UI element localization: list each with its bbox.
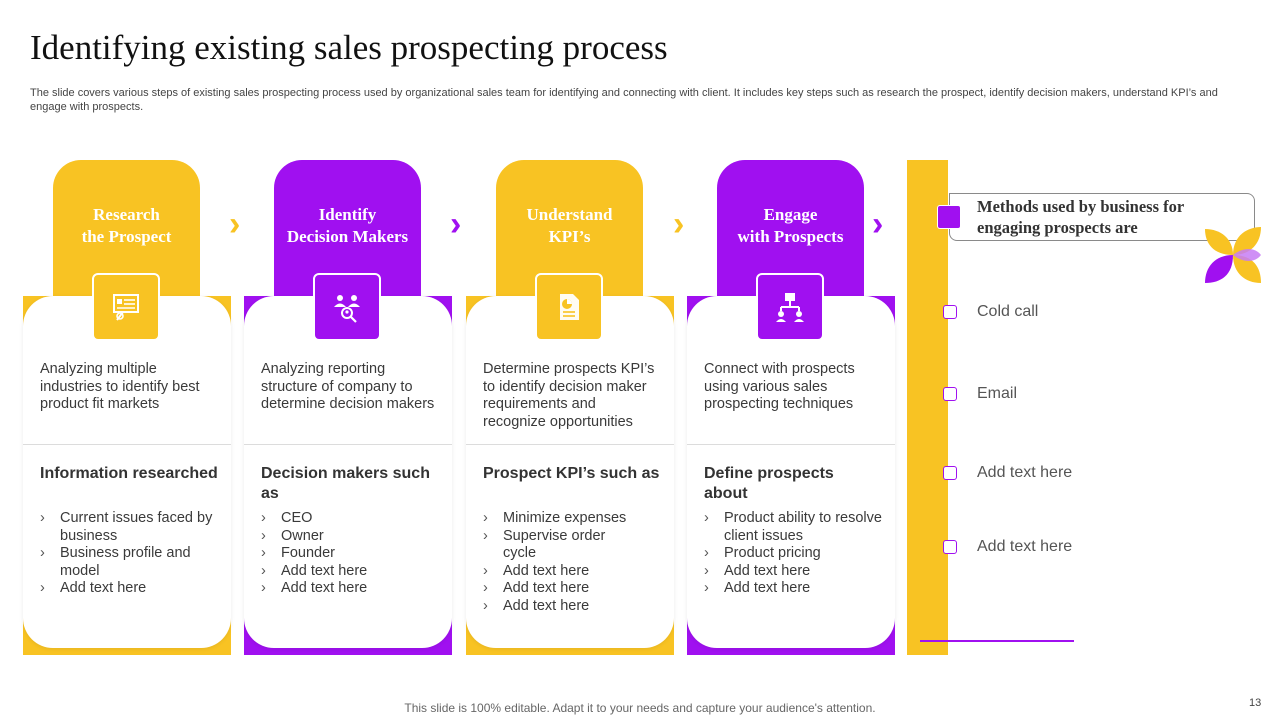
accent-line <box>920 640 1074 642</box>
list-item: Product pricing <box>704 545 889 563</box>
list-item: Current issues faced by business <box>40 510 225 545</box>
heading-line-2: Decision Makers <box>286 227 409 246</box>
list-item: Add text here <box>704 580 889 598</box>
step-heading: Engage with Prospects <box>717 204 864 248</box>
step-card-research: Research the Prospect Analyzing multiple… <box>23 160 231 655</box>
list-item: Add text here <box>261 580 446 598</box>
step-heading: Research the Prospect <box>53 204 200 248</box>
method-label: Cold call <box>977 303 1039 320</box>
list-item: CEO <box>261 510 446 528</box>
list-item: Supervise order cycle <box>483 528 623 563</box>
heading-line-2: KPI’s <box>548 227 591 246</box>
step-description: Determine prospects KPI’s to identify de… <box>483 361 655 430</box>
list-item: Add text here <box>704 563 889 581</box>
step-description: Analyzing reporting structure of company… <box>261 361 435 412</box>
divider <box>23 444 231 445</box>
step-description: Connect with prospects using various sal… <box>704 361 855 412</box>
step-list-title: Decision makers such as <box>261 465 430 502</box>
list-item: Add text here <box>483 563 668 581</box>
list-item: Founder <box>261 545 446 563</box>
chevron-right-icon: › <box>450 205 462 243</box>
method-label: Email <box>977 385 1018 402</box>
methods-title-box <box>949 193 1255 241</box>
slide-subtitle: The slide covers various steps of existi… <box>30 87 1218 113</box>
step-card-kpis: Understand KPI’s Determine prospects KPI… <box>466 160 674 655</box>
step-list-title: Prospect KPI’s such as <box>483 465 660 482</box>
heading-line-1: Identify <box>318 205 377 224</box>
step-heading: Identify Decision Makers <box>274 204 421 248</box>
slide-title: Identifying existing sales prospecting p… <box>30 28 668 67</box>
step-list: Product ability to resolve client issues… <box>704 510 889 598</box>
methods-title: Methods used by business for engaging pr… <box>977 197 1184 237</box>
list-item: Add text here <box>261 563 446 581</box>
step-heading: Understand KPI’s <box>496 204 643 248</box>
step-description: Analyzing multiple industries to identif… <box>40 361 200 412</box>
method-checkbox[interactable] <box>943 540 957 554</box>
method-checkbox[interactable] <box>943 387 957 401</box>
method-label: Add text here <box>977 538 1073 555</box>
heading-line-2: with Prospects <box>737 227 844 246</box>
step-list-title: Information researched <box>40 465 218 482</box>
heading-line-1: Understand <box>526 205 613 224</box>
research-presentation-icon <box>92 273 160 341</box>
heading-line-2: the Prospect <box>81 227 172 246</box>
list-item: Add text here <box>483 580 668 598</box>
method-checkbox[interactable] <box>943 466 957 480</box>
chevron-right-icon: › <box>229 205 241 243</box>
step-list-title: Define prospects about <box>704 465 834 502</box>
step-card-engage: Engage with Prospects Connect with prosp… <box>687 160 895 655</box>
page-number: 13 <box>1249 697 1262 709</box>
method-checkbox[interactable] <box>943 305 957 319</box>
step-list: Minimize expenses Supervise order cycle … <box>483 510 668 615</box>
org-network-icon <box>756 273 824 341</box>
step-list: CEO Owner Founder Add text here Add text… <box>261 510 446 598</box>
list-item: Business profile and model <box>40 545 225 580</box>
petal-decoration <box>1203 225 1261 285</box>
report-document-icon <box>535 273 603 341</box>
list-item: Owner <box>261 528 446 546</box>
methods-marker <box>937 205 961 229</box>
chevron-right-icon: › <box>673 205 685 243</box>
list-item: Product ability to resolve client issues <box>704 510 889 545</box>
heading-line-1: Research <box>93 205 160 224</box>
slide-footer: This slide is 100% editable. Adapt it to… <box>404 701 876 715</box>
list-item: Add text here <box>40 580 225 598</box>
step-card-decision-makers: Identify Decision Makers Analyzing repor… <box>244 160 452 655</box>
team-search-icon <box>313 273 381 341</box>
divider <box>687 444 895 445</box>
heading-line-1: Engage <box>763 205 818 224</box>
list-item: Add text here <box>483 598 668 616</box>
list-item: Minimize expenses <box>483 510 668 528</box>
method-label: Add text here <box>977 464 1073 481</box>
divider <box>466 444 674 445</box>
divider <box>244 444 452 445</box>
methods-side-bar <box>907 160 948 655</box>
chevron-right-icon: › <box>872 205 884 243</box>
step-list: Current issues faced by business Busines… <box>40 510 225 598</box>
